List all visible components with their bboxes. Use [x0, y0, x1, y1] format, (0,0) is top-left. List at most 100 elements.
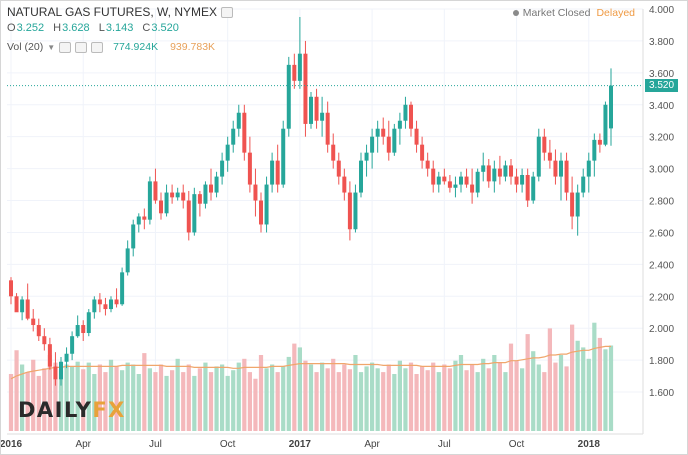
- candle-body: [286, 64, 291, 129]
- eye-icon[interactable]: [59, 41, 72, 53]
- volume-bar: [220, 364, 225, 431]
- volume-bar: [247, 372, 252, 431]
- volume-bar: [464, 370, 469, 431]
- candle-body: [359, 160, 363, 193]
- y-tick-label: 1.600: [649, 388, 674, 399]
- volume-bar: [120, 370, 125, 431]
- volume-bar: [270, 364, 275, 431]
- candle-body: [481, 165, 486, 172]
- candle-body: [425, 160, 430, 169]
- volume-bar: [131, 364, 136, 431]
- volume-ma-value: 939.783K: [170, 41, 216, 53]
- candle-body: [470, 184, 475, 193]
- volume-bar: [564, 366, 569, 431]
- candle-body: [586, 160, 591, 177]
- candle-body: [159, 200, 163, 214]
- volume-bar: [53, 362, 58, 431]
- volume-bar: [370, 362, 375, 431]
- volume-bar: [425, 370, 430, 431]
- volume-bar: [581, 347, 586, 431]
- volume-bar: [64, 364, 69, 431]
- settings-icon[interactable]: [75, 41, 88, 53]
- candle-body: [409, 104, 413, 129]
- y-tick-label: 4.000: [649, 5, 674, 16]
- volume-bar: [92, 374, 97, 431]
- candle-body: [492, 168, 497, 182]
- volume-bar: [147, 368, 152, 431]
- volume-bar: [142, 353, 147, 431]
- candle-body: [47, 344, 52, 367]
- volume-bar: [386, 364, 391, 431]
- candle-body: [9, 280, 13, 297]
- volume-bar: [475, 372, 480, 431]
- y-tick-label: 2.800: [649, 197, 674, 208]
- volume-bar: [470, 364, 475, 431]
- candle-body: [247, 152, 252, 185]
- last-price-tag: 3.520: [645, 78, 678, 92]
- candle-body: [536, 136, 541, 177]
- volume-bar: [308, 364, 314, 431]
- delayed-badge: Delayed: [596, 7, 635, 19]
- candle-body: [203, 184, 208, 204]
- gear-icon[interactable]: [221, 6, 234, 18]
- volume-bar: [536, 364, 541, 431]
- volume-bar: [531, 351, 536, 431]
- volume-value: 774.924K: [113, 41, 159, 53]
- candle-body: [64, 353, 69, 362]
- volume-bar: [381, 372, 386, 431]
- candle-body: [92, 299, 97, 313]
- volume-bar: [547, 328, 552, 431]
- candle-body: [214, 176, 219, 193]
- candle-body: [242, 112, 247, 153]
- volume-bar: [181, 372, 186, 431]
- candle-body: [509, 165, 513, 177]
- x-tick-label: 2018: [578, 439, 601, 450]
- candle-body: [364, 152, 369, 161]
- candle-body: [292, 64, 297, 81]
- candle-body: [25, 299, 30, 319]
- volume-bar: [42, 368, 47, 431]
- candle-body: [414, 128, 419, 145]
- volume-bar: [525, 334, 530, 431]
- high-key: H: [53, 22, 62, 34]
- candle-body: [253, 184, 258, 201]
- candle-body: [147, 181, 152, 220]
- chevron-down-icon[interactable]: ▼: [47, 42, 56, 52]
- dailyfx-logo: DAILYFX: [18, 398, 126, 422]
- candle-body: [570, 192, 575, 217]
- candle-body: [309, 96, 313, 124]
- x-tick-label: Oct: [509, 439, 525, 450]
- candle-body: [97, 299, 102, 305]
- volume-bar: [353, 355, 358, 431]
- close-icon[interactable]: [91, 41, 104, 53]
- y-tick-label: 3.000: [649, 165, 674, 176]
- low-value: 3.143: [105, 22, 134, 34]
- volume-bar: [497, 362, 502, 431]
- volume-bar: [175, 358, 180, 431]
- candle-body: [86, 312, 91, 334]
- candle-body: [197, 194, 202, 204]
- close-value: 3.520: [151, 22, 179, 34]
- x-tick-label: Jul: [149, 439, 162, 450]
- volume-bar: [242, 358, 247, 431]
- volume-bar: [320, 362, 325, 431]
- volume-bar: [342, 364, 347, 431]
- candle-body: [514, 176, 519, 185]
- candle-body: [520, 174, 525, 185]
- volume-bar: [292, 343, 297, 431]
- volume-bar: [58, 370, 64, 431]
- candle-body: [120, 272, 125, 305]
- candle-body: [81, 325, 86, 334]
- volume-bar: [325, 368, 330, 431]
- y-tick-label: 3.400: [649, 101, 674, 112]
- candle-body: [36, 325, 41, 337]
- candle-body: [447, 181, 452, 188]
- candle-body: [603, 104, 608, 145]
- volume-bar: [86, 362, 91, 431]
- volume-bar: [136, 374, 141, 431]
- chart-header: NATURAL GAS FUTURES, W, NYMEX: [7, 5, 234, 19]
- candle-body: [431, 168, 436, 185]
- volume-bar: [347, 369, 352, 431]
